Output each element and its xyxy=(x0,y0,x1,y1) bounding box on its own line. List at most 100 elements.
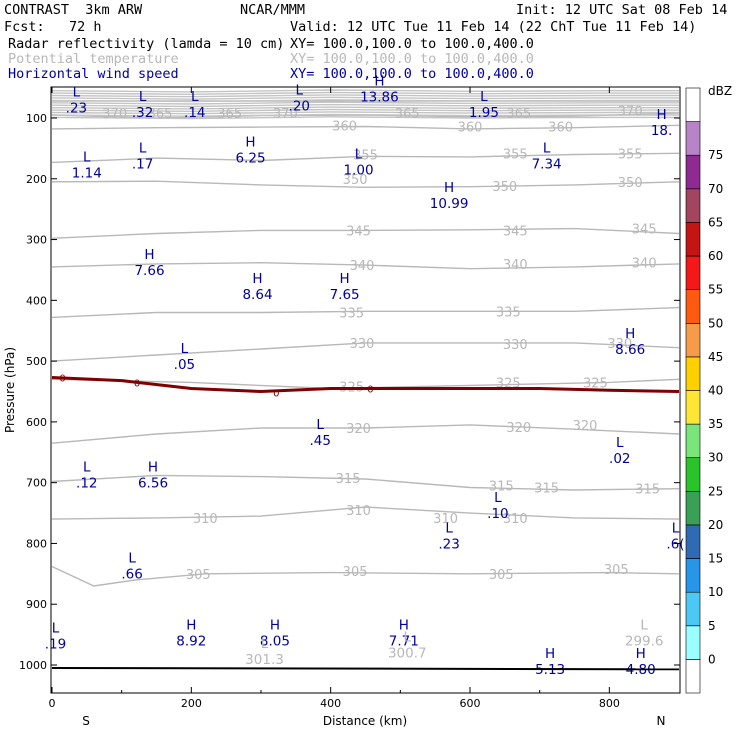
theta-contour-upper xyxy=(51,108,679,113)
south-label: S xyxy=(82,714,90,728)
colorbar-swatch xyxy=(685,322,701,358)
theta-contour-label: 335 xyxy=(339,307,364,322)
theta-contour-upper xyxy=(51,99,679,103)
colorbar-label: 10 xyxy=(708,585,723,599)
wind-extremum-value: 8.92 xyxy=(176,634,206,650)
colorbar-label: 0 xyxy=(708,652,716,666)
colorbar-swatch xyxy=(685,154,701,190)
wind-extremum-value: 7.71 xyxy=(389,634,419,650)
x-tick-label: 800 xyxy=(599,697,620,710)
theta-contour-upper xyxy=(51,113,679,117)
wind-extremum-mark: H xyxy=(144,247,154,263)
x-tick-label: 400 xyxy=(320,697,341,710)
freezing-level-label: 0 xyxy=(367,385,373,396)
theta-contour-label: 350 xyxy=(492,180,517,195)
theta-contour-label: 365 xyxy=(217,107,242,122)
forecast-label: Fcst: 72 h xyxy=(4,19,102,35)
wind-extremum-mark: L xyxy=(316,417,324,433)
wind-extremum-value: 1.14 xyxy=(72,166,102,182)
wind-extremum-mark: L xyxy=(139,89,147,105)
colorbar-label: 75 xyxy=(708,148,723,162)
theta-contour-label: 355 xyxy=(618,147,643,162)
theta-contour-label: 350 xyxy=(618,176,643,191)
theta-contour-label: 340 xyxy=(350,259,375,274)
init-label: Init: 12 UTC Sat 08 Feb 14 xyxy=(516,2,728,18)
theta-contour-350 xyxy=(51,180,680,189)
y-tick-label: 200 xyxy=(26,173,47,186)
theta-contour-upper xyxy=(51,91,679,96)
wind-extremum-mark: H xyxy=(252,271,262,287)
wind-extremum-value: .14 xyxy=(184,105,205,121)
wind-extremum-mark: L xyxy=(494,490,502,506)
theta-extremum-mark: L xyxy=(261,636,269,652)
valid-label: Valid: 12 UTC Tue 11 Feb 14 (22 ChT Tue … xyxy=(290,19,697,35)
theta-contour-label: 370 xyxy=(273,107,298,122)
colorbar-label: 5 xyxy=(708,619,716,633)
wind-extremum-mark: H xyxy=(148,460,158,476)
theta-contour-label: 315 xyxy=(534,482,559,497)
theta-contour-label: 365 xyxy=(395,107,420,122)
colorbar-label: 50 xyxy=(708,316,723,330)
freezing-level-label: 0 xyxy=(273,389,279,400)
colorbar-swatch xyxy=(685,625,701,660)
axes-group: 100 200 300 400 500 600 700 800 900 1000 0 200 400 60… xyxy=(19,87,680,710)
theta-contour-upper xyxy=(51,89,679,93)
field-name-wind-speed: Horizontal wind speed xyxy=(8,66,179,82)
theta-extremum-mark: L xyxy=(640,618,648,634)
theta-contour-label: 315 xyxy=(336,472,361,487)
wind-extremum-mark: H xyxy=(186,618,196,634)
theta-contour-label: 345 xyxy=(632,223,657,238)
wind-extremum-value: .17 xyxy=(132,157,153,173)
x-tick-label: 0 xyxy=(49,697,56,710)
colorbar-swatch xyxy=(685,524,701,559)
theta-extremum-mark: L xyxy=(404,630,412,646)
theta-contour-label: 310 xyxy=(346,504,371,519)
theta-contour-upper xyxy=(51,116,679,120)
wind-extremum-value: 10.99 xyxy=(430,196,469,212)
theta-contour-label: 305 xyxy=(186,568,211,583)
colorbar-label: 15 xyxy=(708,552,723,566)
theta-contour-label: 310 xyxy=(503,512,528,527)
theta-contour-label: 355 xyxy=(503,147,528,162)
colorbar-label: 55 xyxy=(708,283,723,297)
theta-contour-label: 305 xyxy=(489,568,514,583)
wind-extremum-value: .6( xyxy=(666,536,684,552)
theta-contour-label: 340 xyxy=(503,258,528,273)
wind-extremum-mark: L xyxy=(181,341,189,357)
y-tick-label: 400 xyxy=(26,294,47,307)
theta-contour-upper xyxy=(51,103,679,108)
y-tick-label: 1000 xyxy=(19,659,47,672)
center-label: NCAR/MMM xyxy=(240,2,306,18)
field-name-reflectivity: Radar reflectivity (lamda = 10 cm) xyxy=(8,36,285,52)
theta-contour-label: 370 xyxy=(618,105,643,120)
theta-contour-group xyxy=(51,89,680,587)
wind-extremum-value: 7.66 xyxy=(134,263,164,279)
wind-extremum-mark: H xyxy=(270,618,280,634)
theta-contour-label: 315 xyxy=(489,480,514,495)
wind-extremum-mark: L xyxy=(83,460,91,476)
wind-extremum-value: .19 xyxy=(45,637,66,653)
wind-extremum-mark: L xyxy=(445,520,453,536)
theta-contour-label: 360 xyxy=(548,121,573,136)
wind-extremum-value: .05 xyxy=(174,357,195,373)
colorbar-swatch xyxy=(685,255,701,291)
colorbar-label: 40 xyxy=(708,384,723,398)
wind-extremum-mark: L xyxy=(139,141,147,157)
freezing-level-label: 0 xyxy=(59,374,65,385)
wind-extremum-value: .66 xyxy=(121,567,142,583)
surface-line xyxy=(51,667,680,671)
theta-contour-label: 330 xyxy=(350,337,375,352)
theta-contour-label: 355 xyxy=(353,149,378,164)
wind-extremum-mark: L xyxy=(672,520,680,536)
theta-contour-330 xyxy=(51,342,680,362)
model-label: CONTRAST 3km ARW xyxy=(4,2,143,18)
theta-extremum-value: 299.6 xyxy=(625,634,664,650)
theta-contour-label: 310 xyxy=(193,512,218,527)
colorbar-label: 25 xyxy=(708,484,723,498)
wind-extremum-mark: H xyxy=(636,646,646,662)
wind-extremum-value: 1.95 xyxy=(469,105,499,121)
colorbar-label: 35 xyxy=(708,417,723,431)
wind-extremum-mark: L xyxy=(191,89,199,105)
y-tick-label: 600 xyxy=(26,416,47,429)
theta-contour-335 xyxy=(51,306,680,319)
